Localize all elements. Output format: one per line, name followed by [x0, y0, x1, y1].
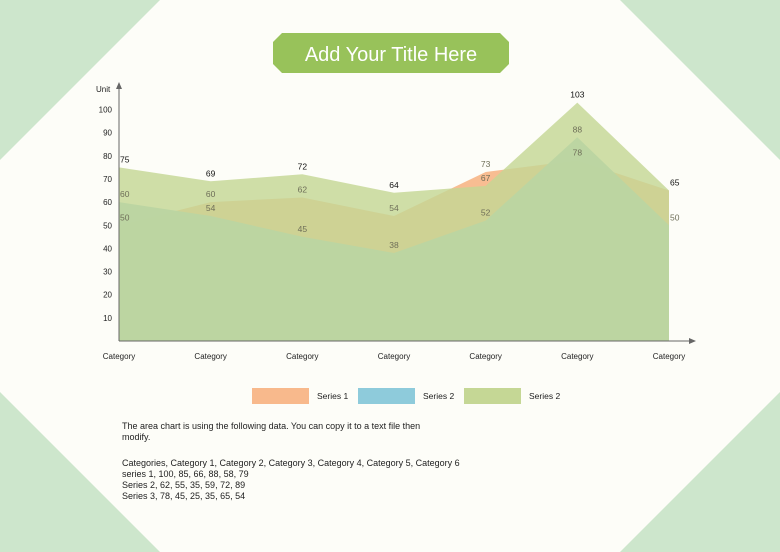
notes-data-line-1: Categories, Category 1, Category 2, Cate… — [122, 458, 460, 468]
legend-swatch-3 — [464, 388, 521, 404]
title-banner — [273, 33, 509, 73]
legend: Series 1 Series 2 Series 2 — [252, 388, 560, 404]
value-label: 38 — [389, 240, 399, 250]
value-label: 54 — [389, 203, 399, 213]
y-tick-labels: 10 20 30 40 50 60 70 80 90 100 — [99, 106, 113, 323]
y-tick-label: 80 — [103, 152, 112, 161]
value-label: 88 — [573, 124, 583, 134]
notes-data-line-4: Series 3, 78, 45, 25, 35, 65, 54 — [122, 491, 246, 501]
x-tick-label: Category — [378, 352, 410, 361]
corner-bottom-left — [0, 392, 160, 552]
value-label: 103 — [570, 90, 584, 100]
y-tick-label: 10 — [103, 314, 112, 323]
value-label: 62 — [298, 185, 308, 195]
chart-title: Add Your Title Here — [305, 44, 477, 66]
value-label: 60 — [206, 189, 216, 199]
y-tick-label: 60 — [103, 198, 112, 207]
corner-top-right — [620, 0, 780, 160]
value-label: 45 — [298, 224, 308, 234]
legend-label-3: Series 2 — [529, 391, 560, 401]
x-tick-label: Category — [561, 352, 593, 361]
y-tick-label: 100 — [99, 106, 113, 115]
legend-swatch-1 — [252, 388, 309, 404]
notes-intro-line-2: modify. — [122, 432, 151, 442]
value-label: 69 — [206, 168, 216, 178]
notes-data-line-2: series 1, 100, 85, 66, 88, 58, 79 — [122, 469, 249, 479]
x-tick-label: Category — [103, 352, 135, 361]
value-label: 54 — [206, 203, 216, 213]
y-axis-arrow — [116, 82, 122, 89]
value-label: 72 — [298, 161, 308, 171]
x-axis-arrow — [689, 338, 696, 344]
value-label: 75 — [120, 154, 130, 164]
value-label: 52 — [481, 208, 491, 218]
y-tick-label: 30 — [103, 268, 112, 277]
x-tick-label: Category — [286, 352, 318, 361]
value-label: 50 — [670, 212, 680, 222]
notes-intro-line-1: The area chart is using the following da… — [122, 421, 421, 431]
y-tick-label: 90 — [103, 129, 112, 138]
x-tick-label: Category — [194, 352, 226, 361]
x-tick-label: Category — [469, 352, 501, 361]
y-tick-label: 50 — [103, 221, 112, 230]
y-axis-label: Unit — [96, 85, 111, 94]
value-label: 73 — [481, 159, 491, 169]
legend-label-1: Series 1 — [317, 391, 348, 401]
y-tick-label: 40 — [103, 244, 112, 253]
x-tick-label: Category — [653, 352, 685, 361]
value-label: 67 — [481, 173, 491, 183]
chart-areas — [119, 102, 669, 341]
value-label: 64 — [389, 180, 399, 190]
y-tick-label: 70 — [103, 175, 112, 184]
value-label: 65 — [670, 178, 680, 188]
y-tick-label: 20 — [103, 291, 112, 300]
value-label: 50 — [120, 212, 130, 222]
value-label: 78 — [573, 147, 583, 157]
legend-swatch-2 — [358, 388, 415, 404]
legend-label-2: Series 2 — [423, 391, 454, 401]
corner-bottom-right — [620, 392, 780, 552]
value-labels: 75 60 50 69 60 54 72 62 45 64 54 38 73 67 52 103 88 78 65 5… — [120, 90, 680, 250]
notes-data-line-3: Series 2, 62, 55, 35, 59, 72, 89 — [122, 480, 246, 490]
corner-top-left — [0, 0, 160, 160]
x-tick-labels: Category Category Category Category Category… — [103, 352, 685, 361]
area-series-3 — [119, 102, 669, 341]
value-label: 60 — [120, 189, 130, 199]
